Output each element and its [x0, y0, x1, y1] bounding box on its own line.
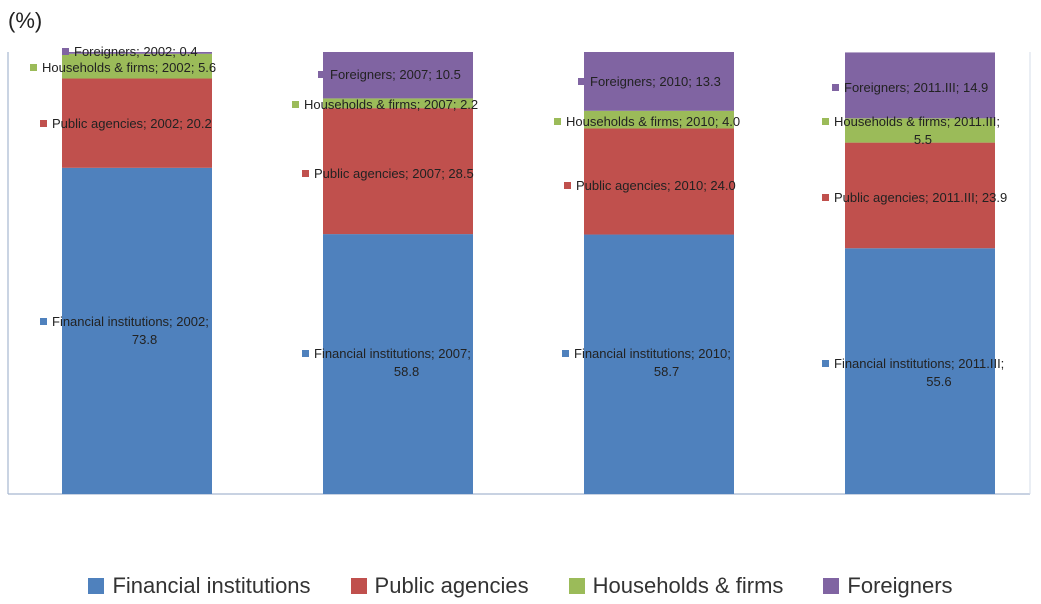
legend: Financial institutions Public agencies Hou…: [0, 568, 1041, 604]
legend-item-financial-institutions: Financial institutions: [88, 573, 311, 599]
data-label-marker: [62, 48, 69, 55]
legend-item-foreigners: Foreigners: [823, 573, 953, 599]
bar-foreigners-2011.III: [845, 52, 995, 119]
data-label-2-3: Foreigners; 2010; 13.3: [590, 74, 721, 89]
data-label-marker: [302, 350, 309, 357]
bar-households-firms-2011.III: [845, 118, 995, 143]
data-label-0-1: Public agencies; 2002; 20.2: [52, 116, 212, 131]
stacked-bar-chart: Financial institutions; 2002; 73.8 Public …: [7, 44, 1031, 495]
bar-financial-institutions-2002: [62, 167, 212, 494]
data-label-marker: [564, 182, 571, 189]
legend-label: Foreigners: [847, 573, 953, 598]
bar-public-agencies-2007: [323, 108, 473, 235]
legend-swatch: [88, 578, 105, 594]
legend-swatch: [568, 578, 585, 594]
data-label-0-0: Financial institutions; 2002; 73.8: [52, 314, 209, 347]
bar-financial-institutions-2011.III: [845, 248, 995, 494]
bar-public-agencies-2002: [62, 78, 212, 168]
legend-label: Households & firms: [592, 573, 784, 598]
data-label-2-0: Financial institutions; 2010; 58.7: [574, 346, 731, 379]
legend-swatch: [823, 578, 840, 594]
bar-foreigners-2007: [323, 52, 473, 99]
legend-item-public-agencies: Public agencies: [350, 573, 529, 599]
data-label-2-2: Households & firms; 2010; 4.0: [566, 114, 740, 129]
data-label-marker: [554, 118, 561, 125]
data-label-3-2: Households & firms; 2011.III; 5.5: [834, 114, 1000, 147]
bar-households-firms-2007: [323, 98, 473, 109]
bar-households-firms-2002: [62, 53, 212, 79]
data-label-marker: [318, 71, 325, 78]
data-label-marker: [822, 360, 829, 367]
legend-swatch: [350, 578, 367, 594]
bar-public-agencies-2011.III: [845, 142, 995, 249]
data-label-0-3: Foreigners; 2002; 0.4: [74, 44, 198, 59]
bar-financial-institutions-2010: [584, 234, 734, 494]
bar-foreigners-2002: [62, 52, 212, 54]
data-label-3-0: Financial institutions; 2011.III; 55.6: [834, 356, 1004, 389]
data-label-marker: [30, 64, 37, 71]
data-label-3-3: Foreigners; 2011.III; 14.9: [844, 80, 988, 95]
bar-households-firms-2010: [584, 110, 734, 129]
data-label-marker: [302, 170, 309, 177]
data-label-1-3: Foreigners; 2007; 10.5: [330, 67, 461, 82]
data-label-marker: [292, 101, 299, 108]
data-label-marker: [578, 78, 585, 85]
bar-financial-institutions-2007: [323, 234, 473, 494]
data-label-1-1: Public agencies; 2007; 28.5: [314, 166, 474, 181]
data-label-marker: [562, 350, 569, 357]
data-label-1-0: Financial institutions; 2007; 58.8: [314, 346, 471, 379]
data-label-marker: [40, 318, 47, 325]
data-label-3-1: Public agencies; 2011.III; 23.9: [834, 190, 1007, 205]
legend-label: Financial institutions: [112, 573, 311, 598]
bar-public-agencies-2010: [584, 128, 734, 235]
unit-label: (%): [8, 8, 43, 33]
data-label-2-1: Public agencies; 2010; 24.0: [576, 178, 736, 193]
data-label-1-2: Households & firms; 2007; 2.2: [304, 97, 478, 112]
legend-label: Public agencies: [374, 573, 529, 598]
data-label-0-2: Households & firms; 2002; 5.6: [42, 60, 216, 75]
bar-foreigners-2010: [584, 52, 734, 111]
data-label-marker: [822, 118, 829, 125]
data-label-marker: [832, 84, 839, 91]
data-label-marker: [40, 120, 47, 127]
legend-item-households-firms: Households & firms: [568, 573, 784, 599]
data-label-marker: [822, 194, 829, 201]
